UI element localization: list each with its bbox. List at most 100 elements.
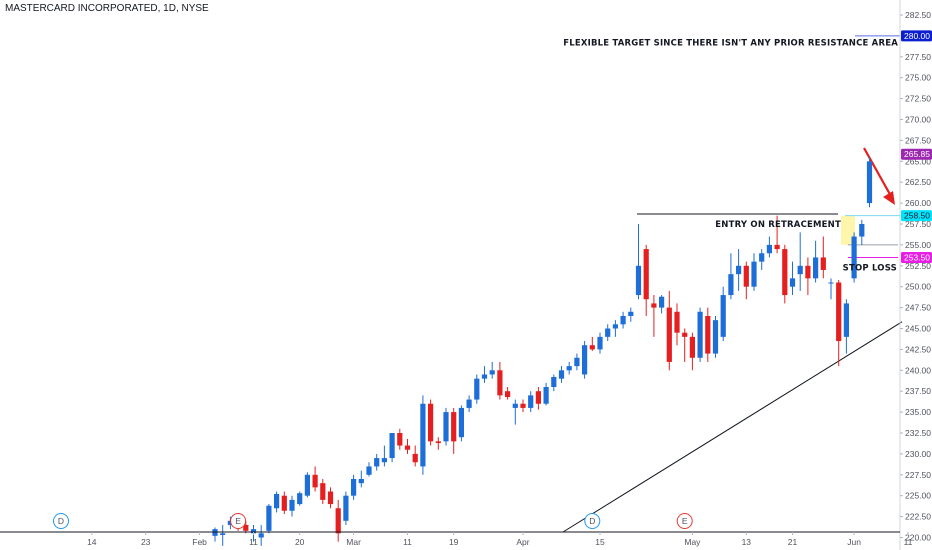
candle-body: [612, 324, 618, 329]
candle-body: [566, 366, 572, 371]
price-tick-label: 257.50: [905, 219, 931, 229]
entry-note: ENTRY ON RETRACEMENT: [715, 220, 841, 230]
target-note: FLEXIBLE TARGET SINCE THERE ISN'T ANY PR…: [563, 39, 898, 49]
price-tick-label: 220.00: [905, 533, 931, 543]
price-tick-label: 237.50: [905, 386, 931, 396]
candle-body: [828, 282, 834, 284]
candle-body: [743, 265, 749, 287]
time-axis[interactable]: 14 23 Feb 11 20 Mar 11 19 Apr 15 May 13 21 Jun 11: [0, 531, 913, 547]
annotation-layer: FLEXIBLE TARGET SINCE THERE ISN'T ANY PR…: [563, 39, 898, 274]
time-tick-label: 13: [742, 537, 752, 547]
candle-body: [250, 529, 257, 534]
candle-body: [859, 224, 865, 237]
time-tick-label: Jun: [847, 537, 861, 547]
candle-body: [351, 478, 357, 496]
candle-body: [620, 315, 626, 325]
candles-layer: [212, 157, 873, 546]
candle-body: [782, 249, 788, 296]
candle-body: [489, 370, 495, 375]
price-tick-label: 227.50: [905, 470, 931, 480]
candle-body: [258, 533, 264, 538]
price-tick-label: 282.50: [905, 10, 931, 20]
candle-body: [843, 303, 849, 337]
time-tick-label: May: [684, 537, 701, 547]
candle-body: [813, 257, 819, 279]
candle-body: [712, 320, 719, 354]
candle-body: [820, 257, 826, 270]
price-tick-label: 255.00: [905, 240, 931, 250]
candle-body: [443, 412, 449, 442]
candle-body: [451, 412, 457, 442]
candle-body: [558, 370, 565, 379]
price-tag-stop: [901, 251, 932, 263]
price-tick-label: 222.50: [905, 512, 931, 522]
candle-body: [535, 391, 541, 404]
event-marker-label: E: [235, 516, 241, 526]
candle-body: [866, 161, 873, 204]
candle-body: [435, 441, 441, 444]
candle-body: [651, 303, 657, 308]
price-tick-label: 265.00: [905, 156, 931, 166]
candle-body: [736, 265, 742, 275]
event-marker-label: D: [589, 516, 595, 526]
price-axis[interactable]: 220.00 222.50 225.00 227.50 230.00 232.50 235.…: [899, 0, 932, 550]
candle-body: [720, 295, 726, 337]
time-tick-label: 20: [295, 537, 305, 547]
price-tick-label: 250.00: [905, 282, 931, 292]
price-tick-label: 270.00: [905, 115, 931, 125]
event-marker-label: E: [682, 516, 688, 526]
candle-body: [689, 336, 695, 358]
candle-body: [474, 378, 480, 400]
candle-body: [497, 370, 503, 396]
time-tick-label: 15: [595, 537, 605, 547]
candle-body: [597, 336, 603, 350]
candle-body: [589, 345, 595, 350]
candle-body: [774, 244, 780, 250]
candle-body: [551, 376, 557, 388]
candle-body: [643, 249, 649, 300]
candle-body: [420, 403, 426, 467]
candle-body: [512, 403, 518, 408]
candle-body: [666, 307, 672, 362]
price-tag-last: [901, 148, 932, 160]
candle-body: [428, 403, 434, 442]
price-tick-label: 242.50: [905, 344, 931, 354]
candle-body: [766, 244, 772, 254]
event-marker-label: D: [58, 516, 64, 526]
time-tick-label: 23: [141, 537, 151, 547]
trendline: [562, 321, 903, 533]
price-tick-label: 272.50: [905, 94, 931, 104]
price-tick-label: 247.50: [905, 303, 931, 313]
candle-body: [797, 265, 803, 275]
candle-body: [705, 315, 711, 354]
drawing-layer: [562, 35, 903, 533]
price-tick-label: 230.00: [905, 449, 931, 459]
time-tick-label: 19: [449, 537, 459, 547]
candle-body: [805, 265, 811, 279]
candle-body: [397, 433, 403, 446]
event-marker: [584, 513, 601, 529]
candle-body: [358, 478, 364, 484]
candle-body: [297, 493, 303, 505]
time-tick-label: Feb: [192, 537, 207, 547]
time-tick-label: 11: [403, 537, 412, 547]
candle-body: [836, 282, 842, 342]
event-marker: [676, 513, 693, 529]
price-tick-label: 240.00: [905, 365, 931, 375]
candle-body: [404, 445, 411, 450]
candle-body: [289, 499, 295, 511]
arrow-shaft: [863, 147, 893, 199]
price-tick-label: 245.00: [905, 324, 931, 334]
candle-body: [304, 474, 310, 496]
candle-body: [381, 458, 387, 463]
candle-body: [574, 357, 580, 367]
event-marker: [53, 513, 69, 529]
time-tick-label: 21: [788, 537, 798, 547]
time-tick-label: 11: [904, 537, 913, 547]
chart-title: MASTERCARD INCORPORATED, 1D, NYSE: [5, 3, 209, 14]
price-tick-label: 232.50: [905, 428, 931, 438]
candle-body: [682, 332, 688, 337]
stop-note: STOP LOSS: [843, 263, 897, 273]
